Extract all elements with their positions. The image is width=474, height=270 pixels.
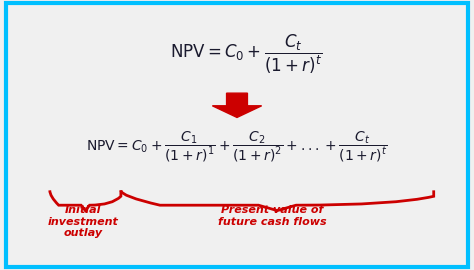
Text: $\mathrm{NPV} = C_0 + \dfrac{C_1}{(1+r)^1} + \dfrac{C_2}{(1+r)^2} + \mathrm{...}: $\mathrm{NPV} = C_0 + \dfrac{C_1}{(1+r)^… — [86, 130, 388, 164]
Text: Initial
investment
outlay: Initial investment outlay — [47, 205, 118, 238]
Polygon shape — [212, 93, 262, 117]
Text: $\mathrm{NPV} = C_0 + \dfrac{C_t}{(1+r)^t}$: $\mathrm{NPV} = C_0 + \dfrac{C_t}{(1+r)^… — [170, 32, 323, 76]
Text: Present value of
future cash flows: Present value of future cash flows — [218, 205, 327, 227]
